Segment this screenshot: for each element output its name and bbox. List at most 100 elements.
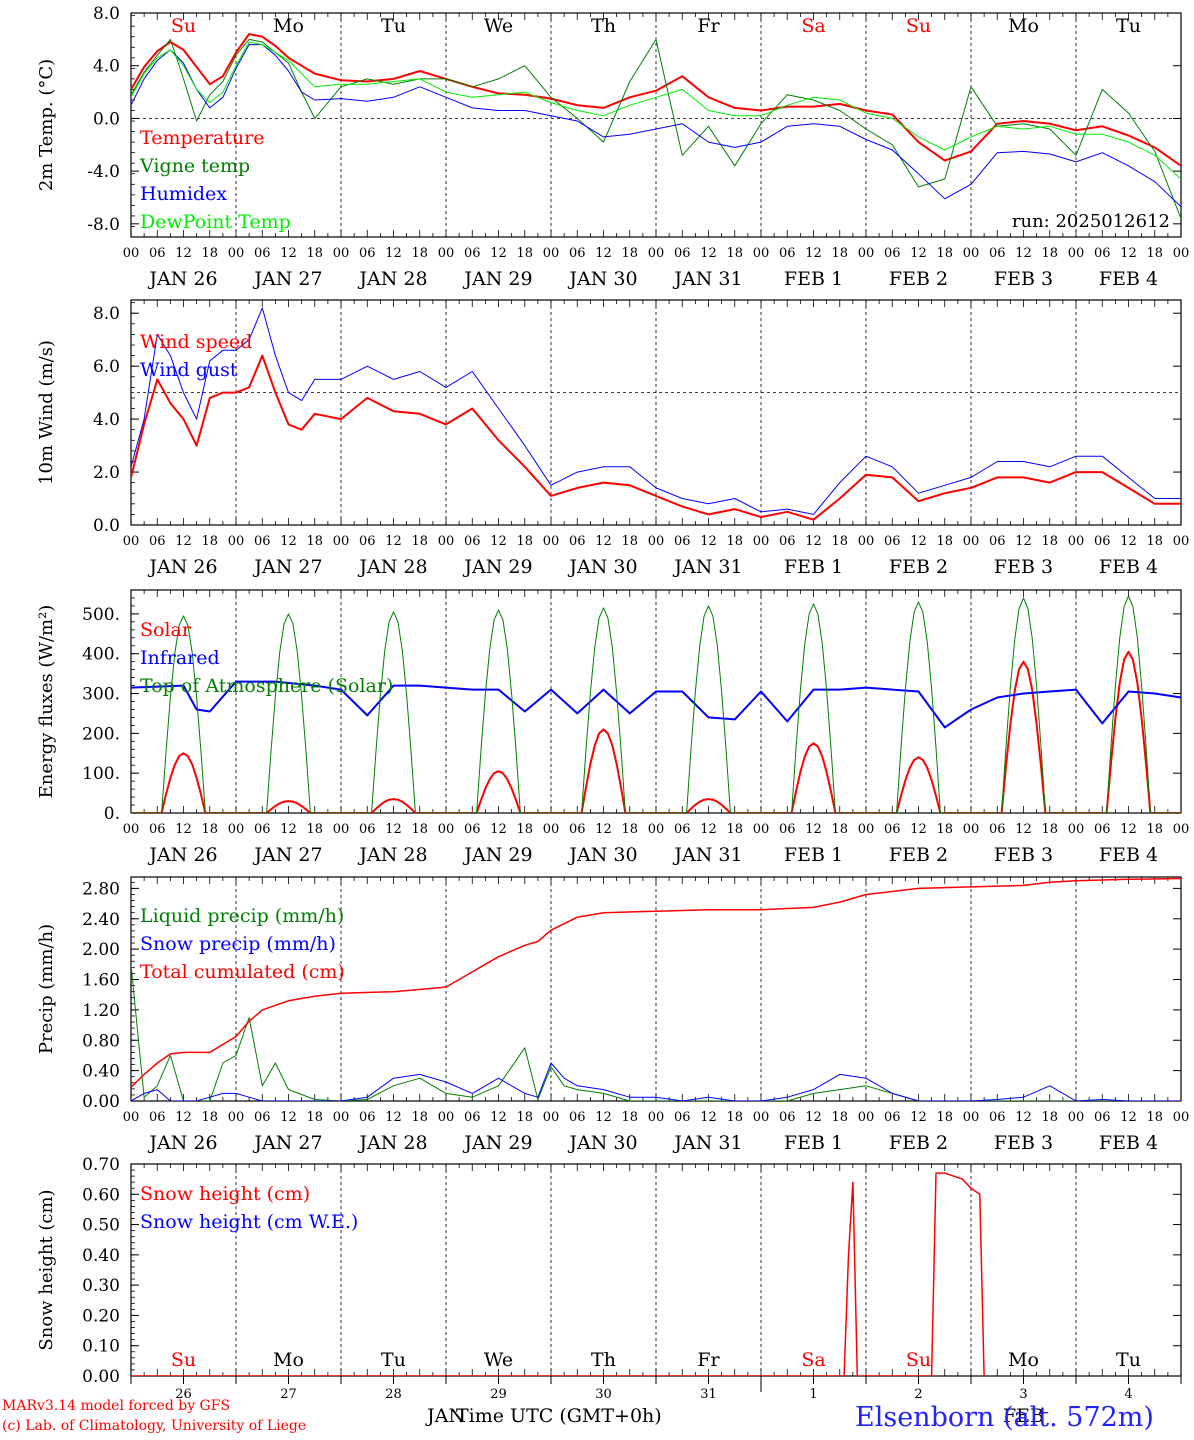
y-tick-label: 0.40 <box>82 1246 120 1266</box>
y-tick-label: 300. <box>82 685 120 705</box>
hour-tick-label: 18 <box>936 1110 953 1125</box>
hour-tick-label: 12 <box>595 246 612 261</box>
legend-entry: Temperature <box>140 127 264 149</box>
hour-tick-label: 18 <box>411 246 428 261</box>
hour-tick-label: 06 <box>989 1110 1006 1125</box>
day-label: JAN 29 <box>462 844 532 866</box>
hour-tick-label: 00 <box>543 1110 560 1125</box>
day-number-label: 29 <box>490 1387 507 1402</box>
y-tick-label: 0.70 <box>82 1155 120 1175</box>
hour-tick-label: 06 <box>1094 534 1111 549</box>
weekday-label: We <box>484 15 513 37</box>
day-label: JAN 30 <box>567 1132 637 1154</box>
y-tick-label: 8.0 <box>93 304 120 324</box>
hour-tick-label: 06 <box>254 822 271 837</box>
hour-tick-label: 00 <box>123 822 140 837</box>
hour-tick-label: 06 <box>569 534 586 549</box>
hour-tick-label: 06 <box>779 534 796 549</box>
y-tick-label: 0.40 <box>82 1062 120 1082</box>
series-total-cumulated-cm <box>131 877 1181 1088</box>
y-axis-title: Snow height (cm) <box>36 1189 57 1350</box>
hour-tick-label: 18 <box>621 1110 638 1125</box>
hour-tick-label: 06 <box>569 1110 586 1125</box>
legend-entry: Solar <box>140 619 192 641</box>
legend-entry: Infrared <box>140 647 220 669</box>
hour-tick-label: 06 <box>464 534 481 549</box>
hour-tick-label: 00 <box>648 1110 665 1125</box>
hour-tick-label: 00 <box>1173 534 1190 549</box>
hour-tick-label: 18 <box>1146 1110 1163 1125</box>
y-tick-label: 100. <box>82 764 120 784</box>
hour-tick-label: 06 <box>884 822 901 837</box>
hour-tick-label: 00 <box>123 246 140 261</box>
legend-entry: DewPoint Temp <box>140 211 291 233</box>
hour-tick-label: 12 <box>280 1110 297 1125</box>
weekday-label-bottom: Su <box>171 1349 196 1371</box>
hour-tick-label: 12 <box>595 822 612 837</box>
series-liquid-precip-mm-h <box>131 964 1181 1101</box>
hour-tick-label: 00 <box>963 1110 980 1125</box>
hour-tick-label: 12 <box>175 1110 192 1125</box>
day-label: JAN 28 <box>357 1132 427 1154</box>
day-number-label: 28 <box>385 1387 402 1402</box>
y-tick-label: 0.00 <box>82 1092 120 1112</box>
y-tick-label: 0.00 <box>82 1367 120 1387</box>
y-tick-label: 6.0 <box>93 357 120 377</box>
legend-entry: Wind speed <box>140 331 252 353</box>
hour-tick-label: 06 <box>359 1110 376 1125</box>
series-wind-gust <box>131 307 1181 515</box>
day-label: FEB 2 <box>889 556 948 578</box>
hour-tick-label: 12 <box>385 534 402 549</box>
day-label: JAN 28 <box>357 844 427 866</box>
hour-tick-label: 18 <box>831 246 848 261</box>
hour-tick-label: 12 <box>910 246 927 261</box>
weekday-label: Tu <box>381 15 406 37</box>
hour-tick-label: 18 <box>201 1110 218 1125</box>
day-label: JAN 26 <box>147 1132 217 1154</box>
y-tick-label: 2.80 <box>82 879 120 899</box>
hour-tick-label: 18 <box>411 1110 428 1125</box>
hour-tick-label: 12 <box>280 822 297 837</box>
station-name: Elsenborn (alt. 572m) <box>855 1402 1154 1433</box>
hour-tick-label: 18 <box>306 1110 323 1125</box>
hour-tick-label: 00 <box>753 822 770 837</box>
hour-tick-label: 18 <box>831 1110 848 1125</box>
day-label: JAN 29 <box>462 268 532 290</box>
day-number-label: 4 <box>1124 1387 1132 1402</box>
hour-tick-label: 00 <box>858 534 875 549</box>
series-solar <box>131 650 1181 813</box>
hour-tick-label: 06 <box>674 822 691 837</box>
day-label: JAN 26 <box>147 268 217 290</box>
day-label: FEB 3 <box>994 268 1053 290</box>
hour-tick-label: 00 <box>333 246 350 261</box>
hour-tick-label: 00 <box>333 822 350 837</box>
hour-tick-label: 06 <box>359 246 376 261</box>
hour-tick-label: 18 <box>1041 534 1058 549</box>
day-label: JAN 28 <box>357 556 427 578</box>
hour-tick-label: 12 <box>490 246 507 261</box>
hour-tick-label: 00 <box>858 822 875 837</box>
day-number-label: 1 <box>809 1387 817 1402</box>
day-number-label: 27 <box>280 1387 297 1402</box>
weekday-label: Sa <box>801 15 825 37</box>
weekday-label-bottom: Th <box>591 1349 616 1371</box>
hour-tick-label: 12 <box>805 534 822 549</box>
legend-entry: Snow height (cm W.E.) <box>140 1211 358 1233</box>
day-label: JAN 31 <box>672 1132 742 1154</box>
y-tick-label: 0. <box>104 804 120 824</box>
day-label: JAN 27 <box>252 1132 322 1154</box>
weekday-label: Su <box>171 15 196 37</box>
day-number-label: 30 <box>595 1387 612 1402</box>
hour-tick-label: 06 <box>989 534 1006 549</box>
hour-tick-label: 00 <box>543 246 560 261</box>
series-vigne-temp <box>131 38 1181 219</box>
legend-entry: Snow precip (mm/h) <box>140 933 336 955</box>
lab-credit: (c) Lab. of Climatology, University of L… <box>2 1418 307 1434</box>
hour-tick-label: 18 <box>936 534 953 549</box>
day-label: FEB 4 <box>1099 1132 1158 1154</box>
hour-tick-label: 18 <box>411 534 428 549</box>
hour-tick-label: 12 <box>700 534 717 549</box>
hour-tick-label: 18 <box>516 1110 533 1125</box>
y-tick-label: 0.10 <box>82 1337 120 1357</box>
hour-tick-label: 00 <box>228 822 245 837</box>
